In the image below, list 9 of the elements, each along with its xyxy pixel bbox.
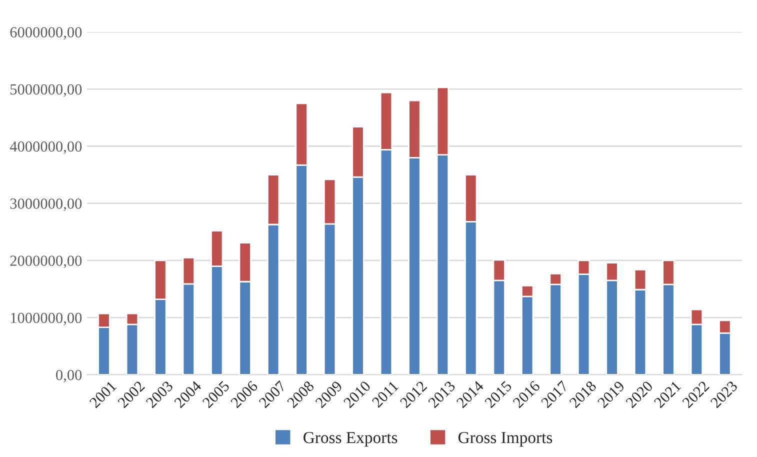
y-tick-label: 0,00 [56, 370, 82, 382]
y-tick-label: 6000000,00 [10, 27, 82, 40]
y-tick-label: 5000000,00 [10, 84, 82, 97]
y-tick-label: 4000000,00 [10, 141, 82, 154]
legend-label: Gross Exports [304, 432, 398, 447]
legend-label: Gross Imports [458, 432, 552, 447]
y-tick-label: 1000000,00 [10, 312, 82, 326]
y-tick-label: 2000000,00 [10, 256, 82, 268]
y-tick-label: 3000000,00 [10, 198, 82, 212]
